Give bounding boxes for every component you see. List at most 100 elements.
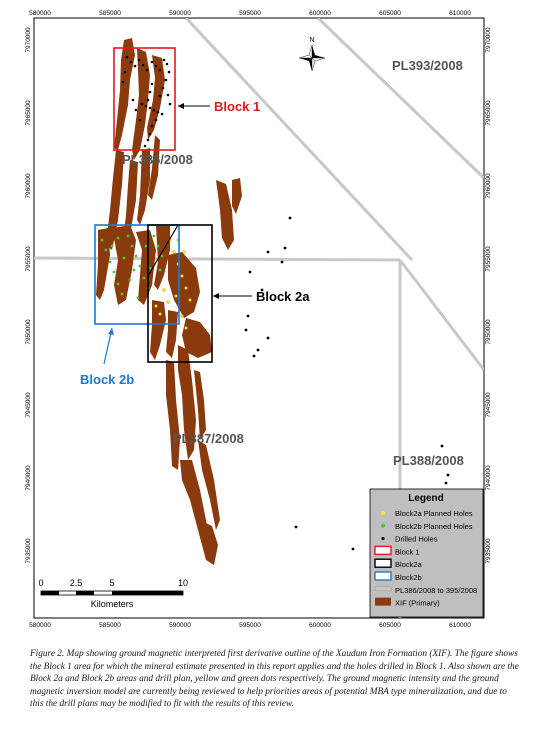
xif-body	[200, 520, 218, 565]
xif-body	[166, 360, 180, 470]
block2b-label: Block 2b	[80, 372, 134, 387]
scale-tick-label: 10	[178, 578, 188, 588]
north-label: N	[309, 37, 314, 44]
block1-label: Block 1	[214, 99, 260, 114]
xif-body	[232, 178, 242, 214]
xif-body	[198, 440, 220, 530]
licence-line	[34, 256, 401, 262]
legend-item-label: Block2a	[395, 560, 423, 569]
xif-body	[216, 180, 234, 250]
legend-item: XIF (Primary)	[375, 597, 440, 608]
scale-tick-label: 5	[109, 578, 114, 588]
legend-item-label: Drilled Holes	[395, 535, 438, 544]
x-tick-label: 600000	[309, 622, 331, 629]
xif-body	[147, 55, 165, 140]
x-ticks-bottom: 580000 585000 590000 595000 600000 605000 6100…	[29, 622, 471, 629]
licence-line	[316, 18, 484, 180]
y-tick-label: 7955000	[485, 246, 492, 272]
licence-label: PL388/2008	[393, 453, 464, 468]
figure-caption: Figure 2. Map showing ground magnetic in…	[30, 648, 522, 711]
legend: Legend Block2a Planned Holes Block2b Plan…	[369, 488, 484, 618]
north-arrow-icon: N	[298, 37, 326, 72]
licence-label: PL387/2008	[173, 431, 244, 446]
legend-item: Block 1	[374, 545, 420, 556]
legend-title: Legend	[408, 493, 444, 504]
licence-line	[184, 18, 414, 262]
x-tick-label: 595000	[239, 622, 261, 629]
y-tick-label: 7955000	[25, 246, 32, 272]
xif-body	[136, 230, 156, 305]
grey-line-icon	[374, 586, 392, 592]
y-tick-label: 7940000	[25, 465, 32, 491]
y-ticks-left: 7970000 7965000 7960000 7955000 7950000 79450…	[25, 27, 32, 564]
block2a-diagonal	[147, 224, 179, 277]
y-tick-label: 7935000	[485, 538, 492, 564]
xif-body	[154, 226, 170, 290]
xif-body	[96, 228, 110, 300]
y-tick-label: 7965000	[485, 100, 492, 126]
legend-item-label: XIF (Primary)	[395, 599, 440, 608]
x-tick-label: 585000	[99, 622, 121, 629]
x-tick-label: 580000	[29, 622, 51, 629]
y-tick-label: 7945000	[485, 392, 492, 418]
scale-unit-label: Kilometers	[91, 599, 134, 609]
scale-tick-label: 2.5	[70, 578, 83, 588]
block2a-label: Block 2a	[256, 289, 310, 304]
licence-label: PL386/2008	[122, 152, 193, 167]
x-tick-label: 595000	[239, 10, 261, 17]
y-tick-label: 7970000	[485, 27, 492, 53]
x-tick-label: 605000	[379, 622, 401, 629]
x-tick-label: 610000	[449, 622, 471, 629]
x-tick-label: 590000	[169, 10, 191, 17]
x-tick-label: 610000	[449, 10, 471, 17]
legend-item-label: PL386/2008 to 395/2008	[395, 586, 477, 595]
legend-item: Drilled Holes	[381, 535, 438, 544]
red-outline-box-icon	[374, 545, 392, 556]
legend-item-label: Block2b	[395, 573, 422, 582]
yellow-dot-icon	[381, 511, 385, 515]
legend-item: Block2b Planned Holes	[381, 522, 473, 531]
y-tick-label: 7945000	[25, 392, 32, 418]
y-tick-label: 7935000	[25, 538, 32, 564]
y-tick-label: 7950000	[25, 319, 32, 345]
block2a-outline	[147, 224, 213, 363]
xif-body	[178, 345, 196, 460]
figure-label: Figure 2.	[30, 649, 65, 659]
green-dot-icon	[381, 523, 385, 528]
xif-body	[182, 318, 212, 358]
x-tick-label: 590000	[169, 622, 191, 629]
black-dot-icon	[381, 537, 385, 541]
licence-line	[398, 259, 484, 371]
xif-body	[148, 135, 160, 200]
xif-body	[194, 370, 206, 440]
blue-outline-box-icon	[374, 571, 392, 581]
black-outline-box-icon	[374, 558, 392, 568]
block1-drilled-holes	[121, 55, 172, 148]
block2b-planned-holes	[100, 234, 164, 300]
x-tick-label: 600000	[309, 10, 331, 17]
y-tick-label: 7960000	[485, 173, 492, 199]
legend-item: PL386/2008 to 395/2008	[374, 586, 477, 595]
x-tick-label: 580000	[29, 10, 51, 17]
block1-outline	[113, 47, 176, 151]
y-tick-label: 7940000	[485, 465, 492, 491]
y-tick-label: 7965000	[25, 100, 32, 126]
xif-body	[114, 38, 135, 150]
legend-item-label: Block2b Planned Holes	[395, 522, 473, 531]
block1-pointer-head	[178, 103, 184, 109]
xif-body	[150, 300, 166, 360]
legend-item: Block2b	[374, 571, 422, 582]
y-tick-label: 7960000	[25, 173, 32, 199]
caption-text: Map showing ground magnetic interpreted …	[30, 649, 519, 710]
xif-body	[137, 148, 150, 225]
block2b-outline	[94, 224, 180, 325]
map-figure: 580000 585000 590000 595000 600000 605000 6100…	[25, 10, 492, 629]
licence-label: PL393/2008	[392, 58, 463, 73]
xif-bodies	[96, 38, 242, 565]
block2b-pointer-head	[108, 328, 114, 335]
xif-body	[168, 252, 200, 318]
x-tick-label: 585000	[99, 10, 121, 17]
legend-item: Block2a Planned Holes	[381, 509, 473, 518]
y-tick-label: 7970000	[25, 27, 32, 53]
x-ticks-top: 580000 585000 590000 595000 600000 605000 6100…	[29, 10, 471, 17]
